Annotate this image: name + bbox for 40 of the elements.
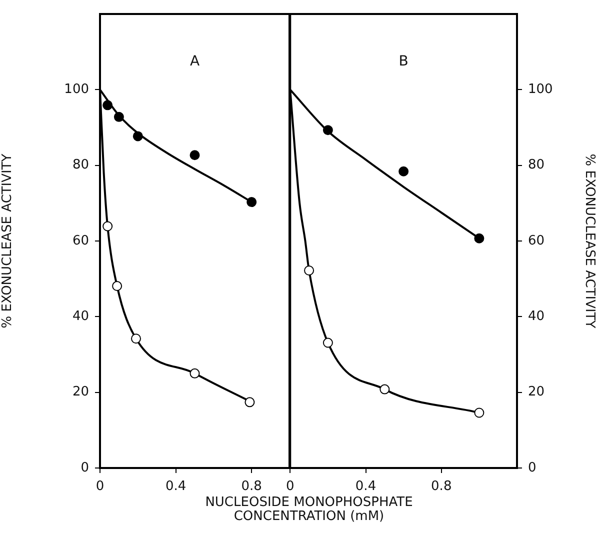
x-tick-label: 0 xyxy=(286,479,294,494)
point xyxy=(132,131,143,142)
y-axis-title: % EXONUCLEASE ACTIVITY xyxy=(0,154,16,328)
y-tick-label: 80 xyxy=(72,158,89,173)
point xyxy=(474,233,484,244)
y2-tick-label: 80 xyxy=(528,158,545,173)
y-tick-label: 60 xyxy=(72,233,89,248)
point xyxy=(398,166,409,176)
y-tick-label: 0 xyxy=(80,460,89,476)
y-tick-label: 100 xyxy=(64,82,89,98)
y-tick-label: 20 xyxy=(72,384,89,400)
x-tick-label: 0.8 xyxy=(241,479,262,494)
y2-tick-label: 0 xyxy=(528,460,536,476)
point xyxy=(190,368,200,378)
point xyxy=(322,338,333,348)
point xyxy=(322,125,333,136)
x-tick-label: 0.4 xyxy=(165,479,186,494)
point xyxy=(246,197,257,208)
y2-tick-label: 40 xyxy=(528,309,545,324)
point xyxy=(131,334,142,344)
point xyxy=(190,150,200,160)
point xyxy=(244,397,255,408)
y2-tick-label: 20 xyxy=(528,384,545,400)
point xyxy=(114,112,124,122)
point xyxy=(304,266,314,276)
point xyxy=(474,408,484,418)
point xyxy=(112,281,122,292)
y-tick-label: 40 xyxy=(72,309,89,324)
y2-axis-title: % EXONUCLEASE ACTIVITY xyxy=(582,154,597,328)
x-tick-label: 0 xyxy=(96,479,104,494)
y2-tick-label: 60 xyxy=(528,233,545,248)
x-tick-label: 0.8 xyxy=(431,479,452,494)
point xyxy=(380,384,390,394)
point xyxy=(102,100,113,110)
x-tick-label: 0.4 xyxy=(355,479,376,494)
text: B xyxy=(398,54,408,70)
y2-tick-label: 100 xyxy=(528,82,553,98)
text: A xyxy=(190,54,200,70)
point xyxy=(102,221,113,232)
x-axis-title: NUCLEOSIDE MONOPHOSPHATE CONCENTRATION (mM) xyxy=(204,495,414,524)
